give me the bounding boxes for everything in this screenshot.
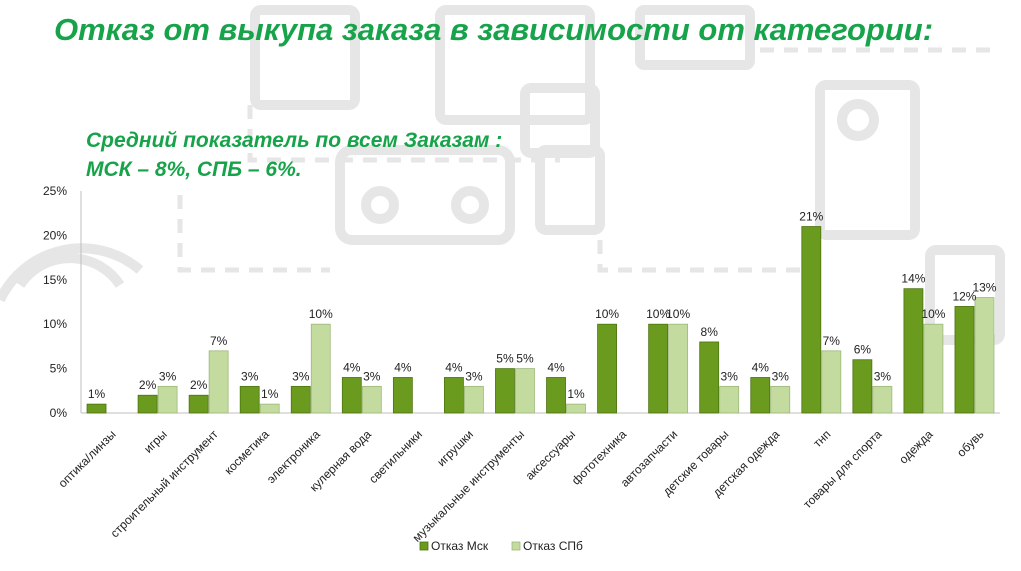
data-label: 12% [952, 289, 976, 303]
data-label: 10% [921, 307, 945, 321]
x-tick-label: игрушки [434, 427, 476, 469]
data-label: 3% [292, 369, 310, 383]
x-tick-label: строительный инструмент [108, 427, 221, 540]
bar-spb [157, 385, 178, 414]
bar-msk [341, 377, 362, 414]
legend-swatch [419, 541, 429, 551]
bars [86, 226, 995, 414]
y-tick-label: 20% [43, 228, 67, 242]
page-title: Отказ от выкупа заказа в зависимости от … [54, 12, 934, 47]
bar-spb [974, 297, 995, 414]
data-label: 7% [210, 334, 228, 348]
x-tick-label: аксессуары [523, 427, 579, 483]
bar-msk [597, 323, 617, 414]
data-labels: 1%2%3%2%7%3%1%3%10%4%3%4% 4%3%5% 5%4%1%10%… [88, 210, 997, 402]
data-label: 3% [772, 369, 790, 383]
bar-spb [770, 385, 791, 414]
data-label: 3% [241, 369, 259, 383]
bar-msk [699, 341, 720, 414]
bar-msk [648, 323, 669, 414]
data-label: 4% [394, 360, 412, 374]
bar-spb [310, 323, 331, 414]
data-label: 2% [190, 378, 208, 392]
data-label: 4% [547, 360, 565, 374]
bar-msk [750, 377, 771, 414]
legend: Отказ Мск Отказ СПб [419, 539, 583, 553]
x-tick-label: оптика/линзы [55, 427, 118, 490]
data-label: 7% [823, 334, 841, 348]
bar-msk [801, 226, 822, 414]
y-tick-label: 10% [43, 317, 67, 331]
data-label: 2% [139, 378, 157, 392]
bar-msk [852, 359, 873, 414]
legend-label: Отказ Мск [431, 539, 489, 553]
bar-spb [668, 323, 689, 414]
bar-spb [719, 385, 740, 414]
data-label: 8% [701, 325, 719, 339]
data-label: 5% [516, 352, 534, 366]
bar-spb [821, 350, 842, 414]
bar-spb [208, 350, 229, 414]
x-tick-label: светильники [366, 427, 425, 486]
data-label: 4% [752, 360, 770, 374]
bar-msk [444, 377, 464, 414]
data-label: 4% [343, 360, 361, 374]
data-label: 3% [363, 369, 381, 383]
data-label: 10% [595, 307, 619, 321]
x-tick-label: одежда [896, 427, 936, 467]
bar-msk [495, 368, 515, 414]
bar-msk [188, 394, 209, 414]
data-label: 14% [901, 272, 925, 286]
subtitle-line-2: МСК – 8%, СПБ – 6%. [86, 158, 302, 181]
data-label: 13% [972, 281, 996, 295]
data-label: 3% [159, 369, 177, 383]
bar-msk [546, 377, 566, 414]
data-label: 10% [646, 307, 670, 321]
y-tick-label: 15% [43, 273, 67, 287]
bar-msk [137, 394, 158, 414]
data-label: 5% [496, 352, 514, 366]
bar-msk [954, 306, 975, 414]
y-tick-labels: 0% 5% 10% 15% 20% 25% [43, 184, 67, 420]
x-tick-label: косметика [222, 427, 272, 477]
bar-spb [566, 403, 586, 414]
bar-msk [392, 377, 413, 414]
data-label: 3% [465, 369, 483, 383]
bar-msk [239, 385, 260, 414]
x-tick-label: тнп [810, 427, 833, 450]
data-label: 3% [874, 369, 892, 383]
data-label: 6% [854, 343, 872, 357]
data-label: 21% [799, 210, 823, 224]
data-label: 1% [261, 387, 279, 401]
x-tick-label: обувь [954, 427, 986, 459]
bar-msk [903, 288, 924, 414]
data-label: 1% [567, 387, 585, 401]
legend-label: Отказ СПб [523, 539, 583, 553]
bar-msk [290, 385, 311, 414]
x-tick-label: игры [141, 427, 170, 456]
bar-spb [872, 385, 893, 414]
x-tick-label: музыкальные инструменты [410, 427, 527, 544]
subtitle-line-1: Средний показатель по всем Заказам : [86, 129, 503, 152]
data-label: 10% [666, 307, 690, 321]
y-tick-label: 25% [43, 184, 67, 198]
bar-spb [923, 323, 944, 414]
bar-spb [464, 385, 484, 414]
legend-swatch [511, 541, 521, 551]
bar-spb [361, 385, 382, 414]
y-tick-label: 5% [50, 362, 68, 376]
bar-msk [86, 403, 107, 414]
data-label: 4% [445, 360, 463, 374]
data-label: 3% [721, 369, 739, 383]
chart-subtitle: Средний показатель по всем Заказам : МСК… [86, 126, 502, 184]
bar-spb [259, 403, 280, 414]
data-label: 10% [309, 307, 333, 321]
data-label: 1% [88, 387, 106, 401]
y-tick-label: 0% [50, 406, 68, 420]
bar-spb [515, 368, 535, 414]
